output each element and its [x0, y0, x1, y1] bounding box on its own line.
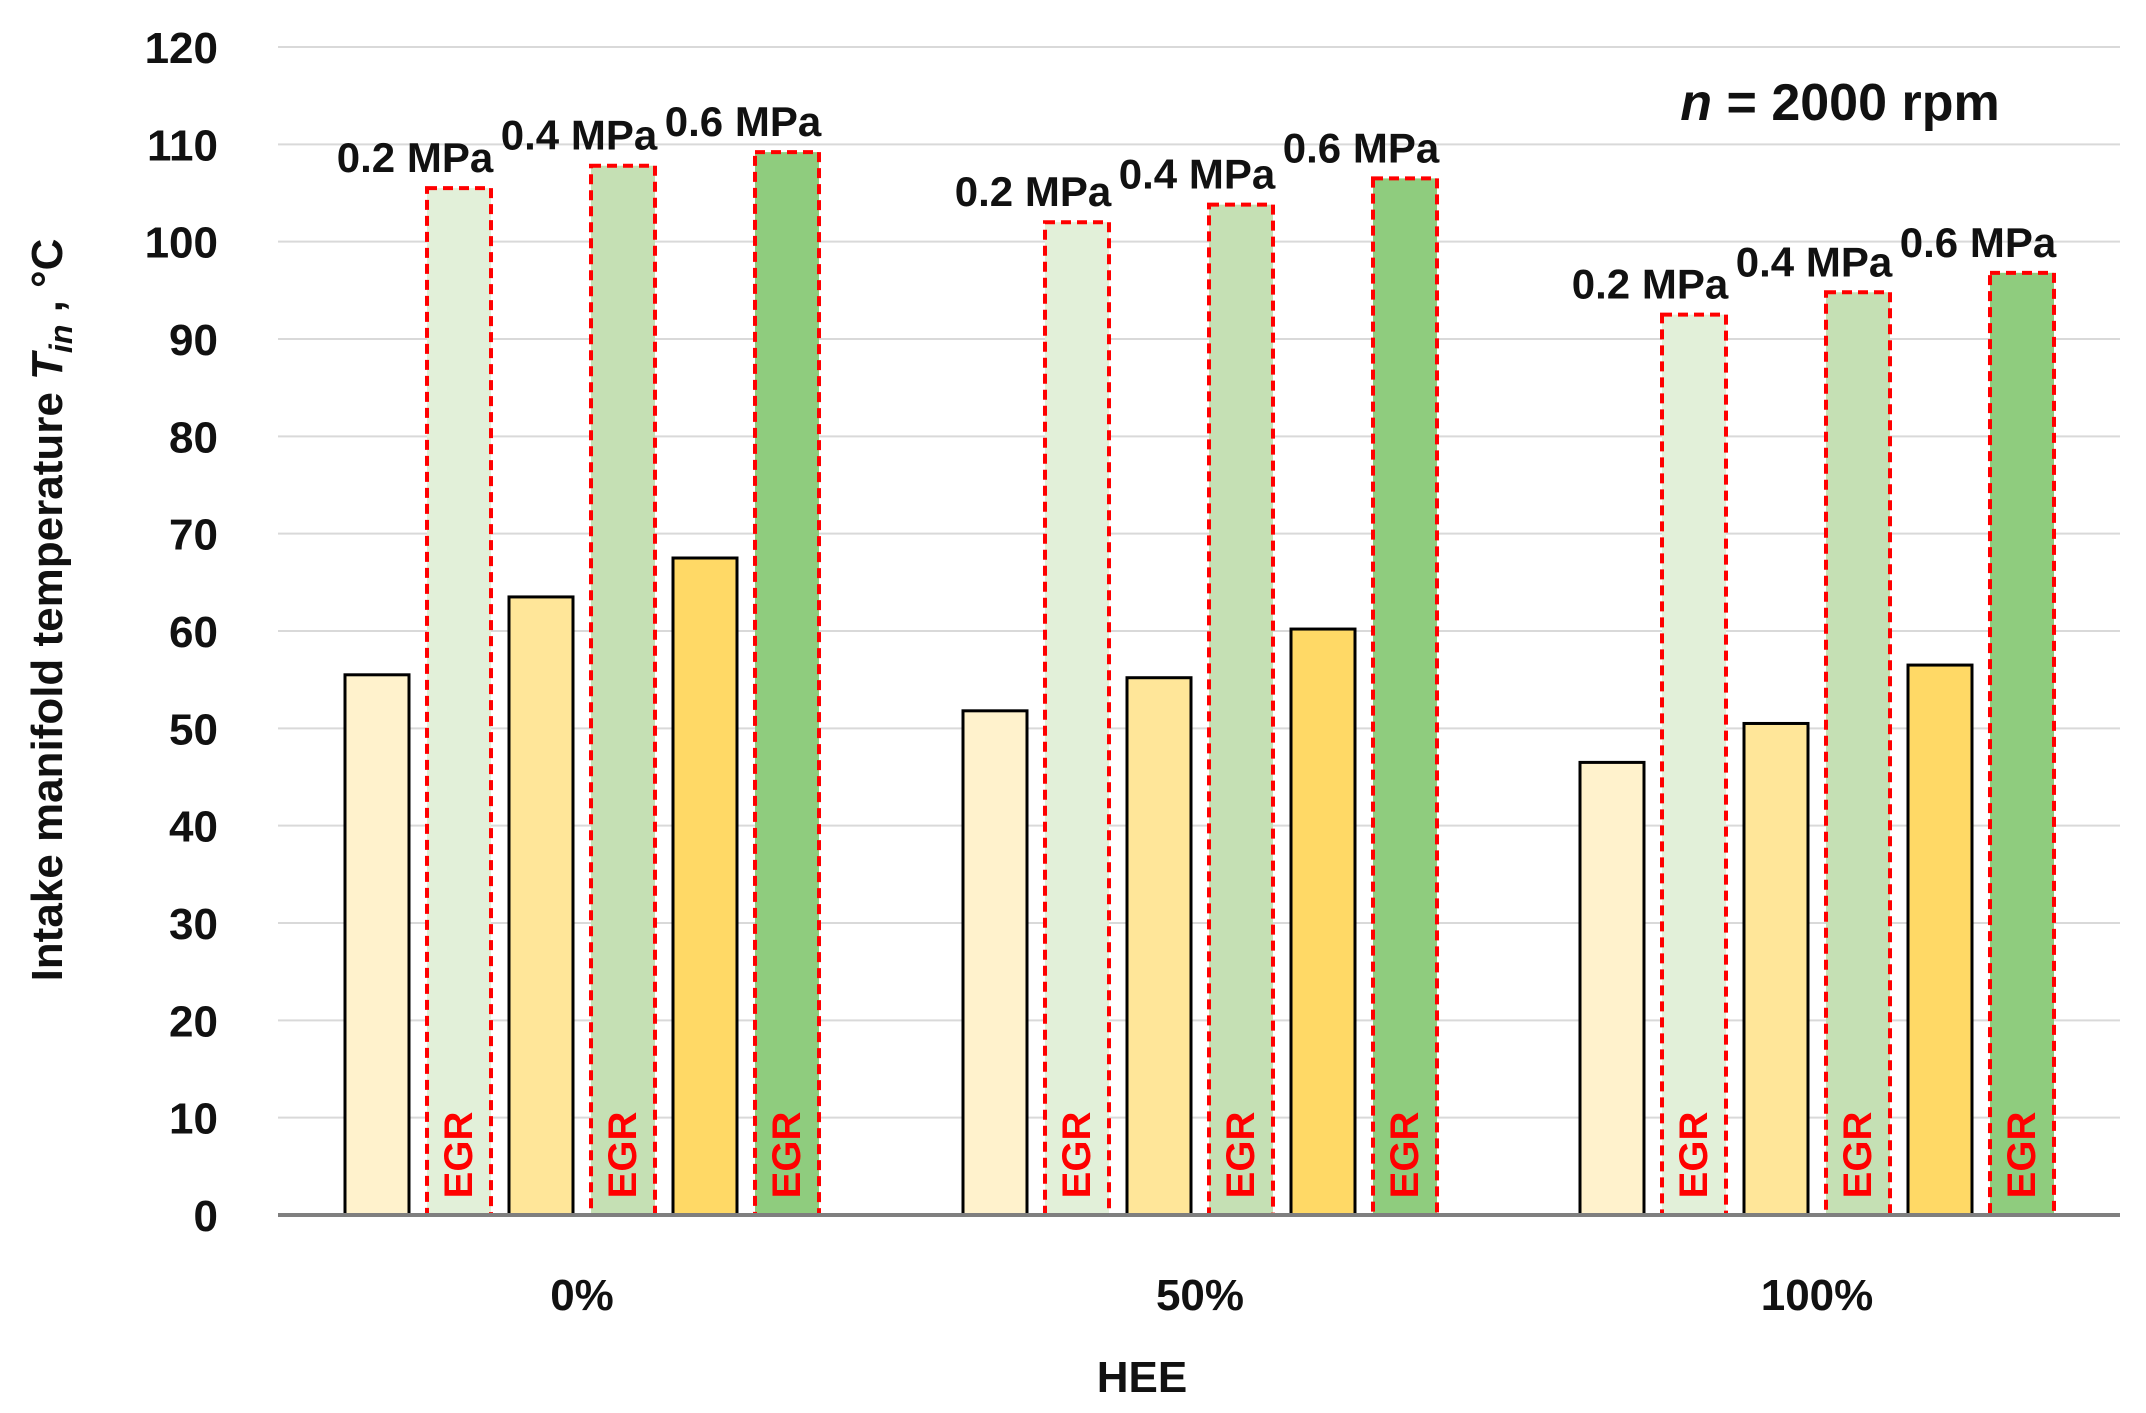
egr-bar — [1207, 202, 1275, 1217]
y-axis-label: Intake manifold temperature Tin , °C — [23, 239, 79, 982]
speed-variable: n — [1680, 74, 1712, 132]
egr-label: EGR — [601, 1112, 645, 1199]
y-tick-label: 110 — [147, 121, 218, 170]
egr-label: EGR — [437, 1112, 481, 1199]
egr-label: EGR — [1836, 1112, 1880, 1199]
y-tick-label: 20 — [169, 997, 218, 1046]
pressure-label: 0.2 MPa — [955, 168, 1112, 215]
egr-label: EGR — [1672, 1112, 1716, 1199]
y-axis-label-unit: , °C — [23, 239, 72, 325]
egr-bar — [1043, 220, 1111, 1217]
egr-bar — [753, 150, 821, 1217]
category-label: 50% — [1156, 1271, 1244, 1320]
y-tick-label: 90 — [169, 316, 218, 365]
bar — [1578, 760, 1646, 1217]
egr-label: EGR — [765, 1112, 809, 1199]
y-tick-label: 120 — [145, 24, 218, 73]
y-tick-label: 100 — [145, 219, 218, 268]
y-axis-label-subscript: in — [43, 325, 79, 353]
pressure-label: 0.4 MPa — [1736, 238, 1893, 285]
category-label: 100% — [1761, 1271, 1874, 1320]
bar — [343, 673, 411, 1217]
bar — [671, 556, 739, 1217]
egr-label: EGR — [1055, 1112, 1099, 1199]
x-axis-label: HEE — [1097, 1353, 1187, 1402]
bar — [1289, 627, 1357, 1217]
pressure-label: 0.6 MPa — [1900, 219, 2057, 266]
egr-bar — [1824, 290, 1892, 1217]
y-axis-label-main: Intake manifold temperature — [23, 380, 72, 981]
pressure-label: 0.2 MPa — [337, 134, 494, 181]
egr-label: EGR — [1383, 1112, 1427, 1199]
pressure-label: 0.6 MPa — [665, 98, 822, 145]
egr-label: EGR — [1219, 1112, 1263, 1199]
bar — [507, 595, 575, 1217]
bar — [1742, 721, 1810, 1217]
y-tick-label: 60 — [169, 608, 218, 657]
y-tick-label: 50 — [169, 705, 218, 754]
egr-bar — [1660, 312, 1728, 1217]
egr-bar — [589, 163, 657, 1217]
egr-label: EGR — [2000, 1112, 2044, 1199]
y-tick-label: 0 — [194, 1192, 218, 1241]
egr-bar — [1988, 270, 2056, 1217]
egr-bar — [1371, 176, 1439, 1217]
y-tick-label: 80 — [169, 413, 218, 462]
y-tick-label: 40 — [169, 803, 218, 852]
y-tick-label: 10 — [169, 1095, 218, 1144]
bar — [961, 709, 1029, 1217]
pressure-label: 0.2 MPa — [1572, 261, 1729, 308]
pressure-label: 0.6 MPa — [1283, 124, 1440, 171]
pressure-label: 0.4 MPa — [501, 112, 658, 159]
bar — [1125, 676, 1193, 1217]
category-label: 0% — [550, 1271, 614, 1320]
speed-value: = 2000 rpm — [1712, 74, 2000, 132]
y-tick-label: 30 — [169, 900, 218, 949]
speed-annotation: n = 2000 rpm — [1680, 74, 1999, 132]
y-axis-label-symbol: T — [23, 350, 72, 380]
egr-bar — [425, 186, 493, 1218]
bar — [1906, 663, 1974, 1217]
y-tick-label: 70 — [169, 511, 218, 560]
pressure-label: 0.4 MPa — [1119, 151, 1276, 198]
